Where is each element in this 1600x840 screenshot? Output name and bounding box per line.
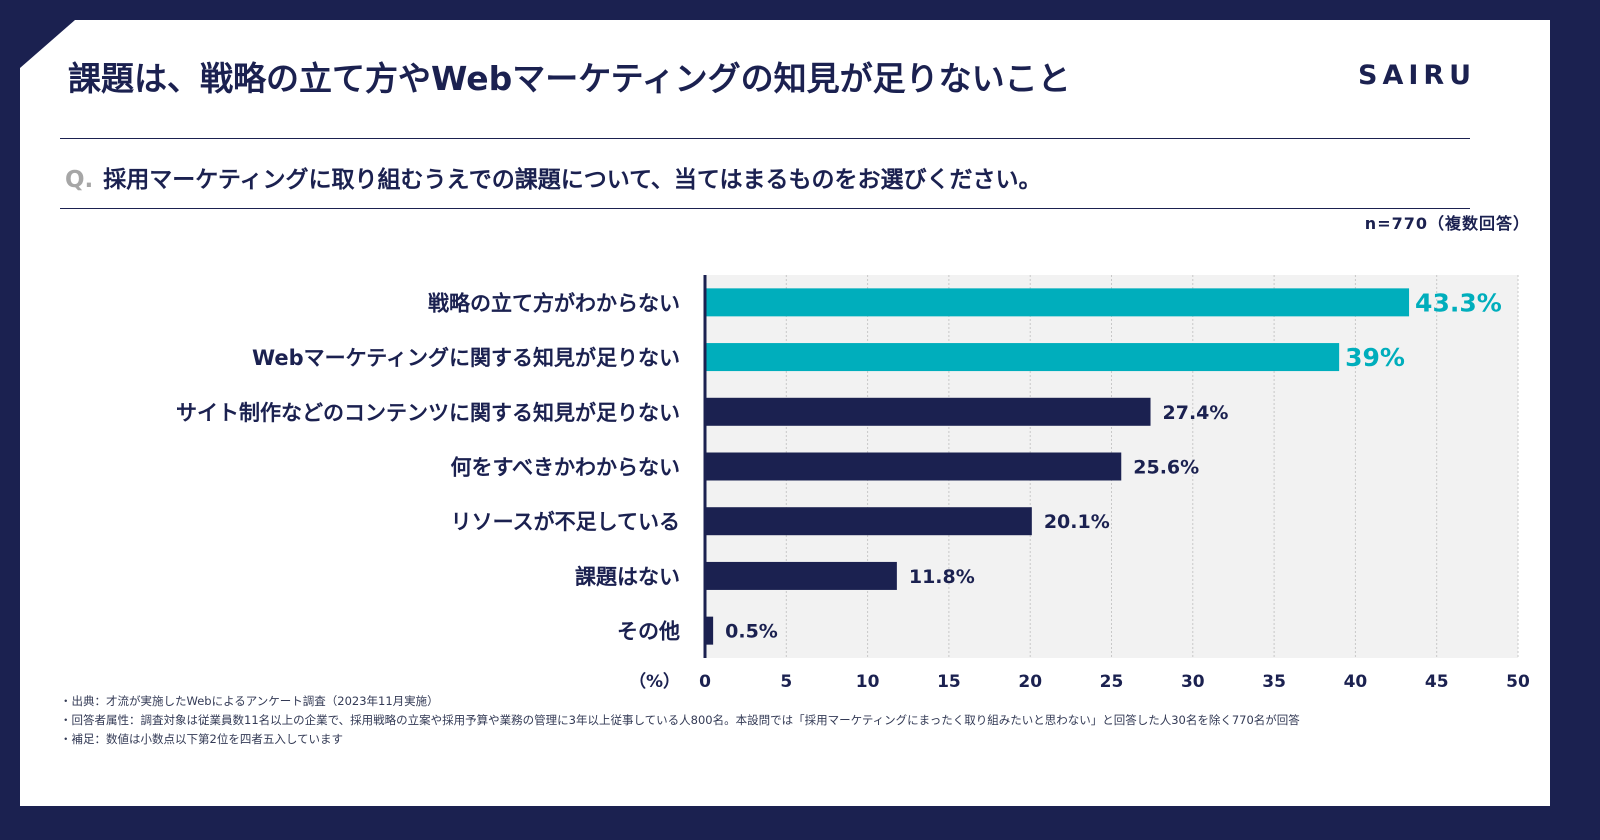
value-label: 39% bbox=[1345, 343, 1405, 372]
x-tick-label: 45 bbox=[1425, 672, 1449, 692]
x-tick-label: 35 bbox=[1262, 672, 1286, 692]
question-text: 採用マーケティングに取り組むうえでの課題について、当てはまるものをお選びください… bbox=[103, 167, 1042, 193]
bar bbox=[705, 452, 1122, 481]
value-label: 43.3% bbox=[1415, 288, 1502, 317]
x-tick-label: 5 bbox=[780, 672, 792, 692]
footnote-rounding: ・補足：数値は小数点以下第2位を四者五入しています bbox=[60, 732, 343, 746]
bar bbox=[705, 397, 1151, 426]
sample-size-note: n=770（複数回答） bbox=[1364, 214, 1530, 233]
category-label: 課題はない bbox=[575, 565, 680, 589]
bar bbox=[705, 343, 1340, 372]
x-tick-label: 20 bbox=[1018, 672, 1042, 692]
category-label: リソースが不足している bbox=[451, 510, 680, 534]
value-label: 0.5% bbox=[725, 621, 778, 643]
bar bbox=[705, 288, 1410, 317]
bar bbox=[705, 616, 714, 645]
x-tick-label: 40 bbox=[1344, 672, 1368, 692]
footnote-respondents: ・回答者属性：調査対象は従業員数11名以上の企業で、採用戦略の立案や採用予算や業… bbox=[60, 713, 1300, 727]
category-label: 戦略の立て方がわからない bbox=[428, 291, 680, 315]
footnote-source: ・出典：才流が実施したWebによるアンケート調査（2023年11月実施） bbox=[60, 694, 439, 708]
category-label: 何をすべきかわからない bbox=[450, 456, 680, 480]
x-axis-label: （%） bbox=[629, 671, 680, 692]
brand-logo: SAIRU bbox=[1358, 60, 1477, 91]
value-label: 11.8% bbox=[909, 566, 975, 588]
bar bbox=[705, 507, 1032, 536]
value-label: 25.6% bbox=[1133, 457, 1199, 479]
category-label: Webマーケティングに関する知見が足りない bbox=[252, 346, 680, 370]
x-tick-label: 30 bbox=[1181, 672, 1205, 692]
category-label: サイト制作などのコンテンツに関する知見が足りない bbox=[176, 401, 680, 425]
title-divider bbox=[60, 138, 1470, 139]
survey-question: Q. 採用マーケティングに取り組むうえでの課題について、当てはまるものをお選びくだ… bbox=[65, 160, 1041, 194]
footnotes: ・出典：才流が実施したWebによるアンケート調査（2023年11月実施） ・回答… bbox=[60, 692, 1300, 749]
value-label: 20.1% bbox=[1044, 511, 1110, 533]
page-title: 課題は、戦略の立て方やWebマーケティングの知見が足りないこと bbox=[68, 59, 1071, 98]
x-tick-label: 50 bbox=[1506, 672, 1530, 692]
question-prefix: Q. bbox=[65, 167, 94, 193]
category-label: その他 bbox=[617, 620, 680, 644]
x-tick-label: 25 bbox=[1100, 672, 1124, 692]
x-tick-label: 0 bbox=[699, 672, 711, 692]
x-tick-label: 10 bbox=[856, 672, 880, 692]
x-tick-label: 15 bbox=[937, 672, 961, 692]
question-divider bbox=[60, 208, 1470, 209]
bar bbox=[705, 561, 897, 590]
value-label: 27.4% bbox=[1163, 402, 1229, 424]
